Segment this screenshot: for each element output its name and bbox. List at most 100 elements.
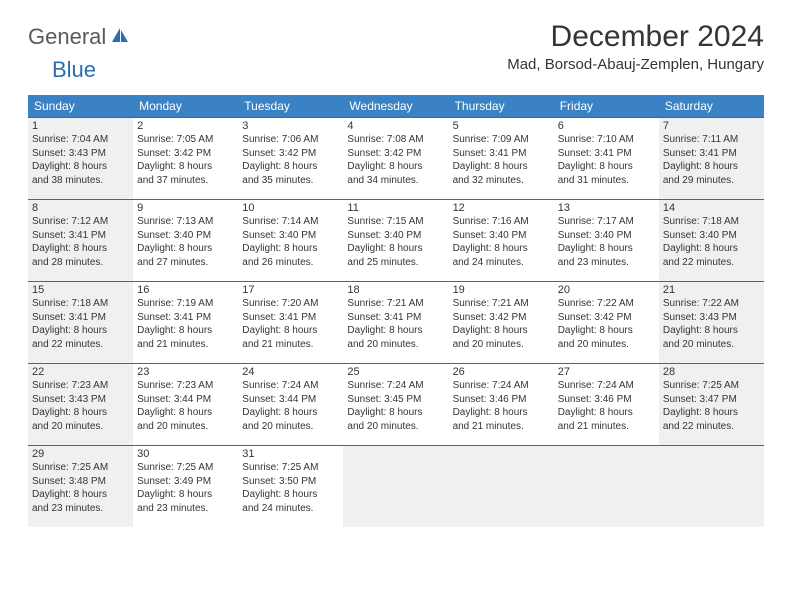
weekday-header: Saturday [659, 95, 764, 117]
day-cell: 3Sunrise: 7:06 AMSunset: 3:42 PMDaylight… [238, 117, 343, 199]
day-cell: 12Sunrise: 7:16 AMSunset: 3:40 PMDayligh… [449, 199, 554, 281]
day-cell: 4Sunrise: 7:08 AMSunset: 3:42 PMDaylight… [343, 117, 448, 199]
day-info: Sunrise: 7:16 AMSunset: 3:40 PMDaylight:… [453, 215, 550, 269]
day-cell: 1Sunrise: 7:04 AMSunset: 3:43 PMDaylight… [28, 117, 133, 199]
day-info: Sunrise: 7:15 AMSunset: 3:40 PMDaylight:… [347, 215, 444, 269]
day-cell: 15Sunrise: 7:18 AMSunset: 3:41 PMDayligh… [28, 281, 133, 363]
day-number: 5 [453, 120, 550, 132]
day-cell: 14Sunrise: 7:18 AMSunset: 3:40 PMDayligh… [659, 199, 764, 281]
day-cell: 9Sunrise: 7:13 AMSunset: 3:40 PMDaylight… [133, 199, 238, 281]
day-cell: 7Sunrise: 7:11 AMSunset: 3:41 PMDaylight… [659, 117, 764, 199]
day-cell: 22Sunrise: 7:23 AMSunset: 3:43 PMDayligh… [28, 363, 133, 445]
day-cell: 21Sunrise: 7:22 AMSunset: 3:43 PMDayligh… [659, 281, 764, 363]
empty-cell [554, 445, 659, 527]
day-info: Sunrise: 7:04 AMSunset: 3:43 PMDaylight:… [32, 133, 129, 187]
day-cell: 5Sunrise: 7:09 AMSunset: 3:41 PMDaylight… [449, 117, 554, 199]
logo-text-general: General [28, 24, 106, 50]
day-number: 11 [347, 202, 444, 214]
day-number: 14 [663, 202, 760, 214]
day-number: 27 [558, 366, 655, 378]
location-text: Mad, Borsod-Abauj-Zemplen, Hungary [507, 56, 764, 73]
day-cell: 6Sunrise: 7:10 AMSunset: 3:41 PMDaylight… [554, 117, 659, 199]
day-cell: 19Sunrise: 7:21 AMSunset: 3:42 PMDayligh… [449, 281, 554, 363]
day-number: 19 [453, 284, 550, 296]
day-info: Sunrise: 7:11 AMSunset: 3:41 PMDaylight:… [663, 133, 760, 187]
day-info: Sunrise: 7:25 AMSunset: 3:49 PMDaylight:… [137, 461, 234, 515]
day-number: 17 [242, 284, 339, 296]
day-info: Sunrise: 7:17 AMSunset: 3:40 PMDaylight:… [558, 215, 655, 269]
weekday-header: Wednesday [343, 95, 448, 117]
day-info: Sunrise: 7:23 AMSunset: 3:44 PMDaylight:… [137, 379, 234, 433]
day-number: 13 [558, 202, 655, 214]
day-number: 12 [453, 202, 550, 214]
weekday-header: Thursday [449, 95, 554, 117]
day-cell: 11Sunrise: 7:15 AMSunset: 3:40 PMDayligh… [343, 199, 448, 281]
day-info: Sunrise: 7:21 AMSunset: 3:42 PMDaylight:… [453, 297, 550, 351]
day-number: 2 [137, 120, 234, 132]
day-info: Sunrise: 7:09 AMSunset: 3:41 PMDaylight:… [453, 133, 550, 187]
day-cell: 30Sunrise: 7:25 AMSunset: 3:49 PMDayligh… [133, 445, 238, 527]
day-cell: 29Sunrise: 7:25 AMSunset: 3:48 PMDayligh… [28, 445, 133, 527]
day-number: 23 [137, 366, 234, 378]
empty-cell [659, 445, 764, 527]
day-number: 8 [32, 202, 129, 214]
day-info: Sunrise: 7:21 AMSunset: 3:41 PMDaylight:… [347, 297, 444, 351]
logo: General [28, 20, 132, 50]
month-title: December 2024 [507, 20, 764, 54]
empty-cell [343, 445, 448, 527]
day-number: 6 [558, 120, 655, 132]
weekday-header: Friday [554, 95, 659, 117]
day-info: Sunrise: 7:19 AMSunset: 3:41 PMDaylight:… [137, 297, 234, 351]
day-number: 21 [663, 284, 760, 296]
day-number: 9 [137, 202, 234, 214]
day-info: Sunrise: 7:24 AMSunset: 3:44 PMDaylight:… [242, 379, 339, 433]
day-number: 16 [137, 284, 234, 296]
day-number: 3 [242, 120, 339, 132]
day-number: 24 [242, 366, 339, 378]
weekday-header: Sunday [28, 95, 133, 117]
day-number: 28 [663, 366, 760, 378]
day-info: Sunrise: 7:20 AMSunset: 3:41 PMDaylight:… [242, 297, 339, 351]
day-number: 4 [347, 120, 444, 132]
day-cell: 16Sunrise: 7:19 AMSunset: 3:41 PMDayligh… [133, 281, 238, 363]
day-info: Sunrise: 7:22 AMSunset: 3:43 PMDaylight:… [663, 297, 760, 351]
empty-cell [449, 445, 554, 527]
day-number: 18 [347, 284, 444, 296]
day-cell: 26Sunrise: 7:24 AMSunset: 3:46 PMDayligh… [449, 363, 554, 445]
day-cell: 31Sunrise: 7:25 AMSunset: 3:50 PMDayligh… [238, 445, 343, 527]
day-info: Sunrise: 7:12 AMSunset: 3:41 PMDaylight:… [32, 215, 129, 269]
day-cell: 2Sunrise: 7:05 AMSunset: 3:42 PMDaylight… [133, 117, 238, 199]
weekday-header: Tuesday [238, 95, 343, 117]
day-info: Sunrise: 7:25 AMSunset: 3:48 PMDaylight:… [32, 461, 129, 515]
day-info: Sunrise: 7:25 AMSunset: 3:47 PMDaylight:… [663, 379, 760, 433]
weekday-header: Monday [133, 95, 238, 117]
day-cell: 18Sunrise: 7:21 AMSunset: 3:41 PMDayligh… [343, 281, 448, 363]
day-number: 30 [137, 448, 234, 460]
day-info: Sunrise: 7:08 AMSunset: 3:42 PMDaylight:… [347, 133, 444, 187]
day-info: Sunrise: 7:24 AMSunset: 3:45 PMDaylight:… [347, 379, 444, 433]
day-info: Sunrise: 7:13 AMSunset: 3:40 PMDaylight:… [137, 215, 234, 269]
day-info: Sunrise: 7:23 AMSunset: 3:43 PMDaylight:… [32, 379, 129, 433]
day-cell: 23Sunrise: 7:23 AMSunset: 3:44 PMDayligh… [133, 363, 238, 445]
day-info: Sunrise: 7:18 AMSunset: 3:40 PMDaylight:… [663, 215, 760, 269]
day-number: 20 [558, 284, 655, 296]
day-info: Sunrise: 7:06 AMSunset: 3:42 PMDaylight:… [242, 133, 339, 187]
day-cell: 28Sunrise: 7:25 AMSunset: 3:47 PMDayligh… [659, 363, 764, 445]
day-number: 10 [242, 202, 339, 214]
day-info: Sunrise: 7:24 AMSunset: 3:46 PMDaylight:… [453, 379, 550, 433]
day-info: Sunrise: 7:25 AMSunset: 3:50 PMDaylight:… [242, 461, 339, 515]
title-block: December 2024 Mad, Borsod-Abauj-Zemplen,… [507, 20, 764, 73]
calendar-grid: SundayMondayTuesdayWednesdayThursdayFrid… [28, 95, 764, 527]
day-number: 31 [242, 448, 339, 460]
day-cell: 10Sunrise: 7:14 AMSunset: 3:40 PMDayligh… [238, 199, 343, 281]
day-cell: 27Sunrise: 7:24 AMSunset: 3:46 PMDayligh… [554, 363, 659, 445]
day-number: 22 [32, 366, 129, 378]
day-cell: 13Sunrise: 7:17 AMSunset: 3:40 PMDayligh… [554, 199, 659, 281]
day-info: Sunrise: 7:22 AMSunset: 3:42 PMDaylight:… [558, 297, 655, 351]
day-number: 15 [32, 284, 129, 296]
day-info: Sunrise: 7:24 AMSunset: 3:46 PMDaylight:… [558, 379, 655, 433]
day-info: Sunrise: 7:18 AMSunset: 3:41 PMDaylight:… [32, 297, 129, 351]
logo-sail-icon [110, 26, 130, 49]
day-cell: 20Sunrise: 7:22 AMSunset: 3:42 PMDayligh… [554, 281, 659, 363]
day-number: 26 [453, 366, 550, 378]
